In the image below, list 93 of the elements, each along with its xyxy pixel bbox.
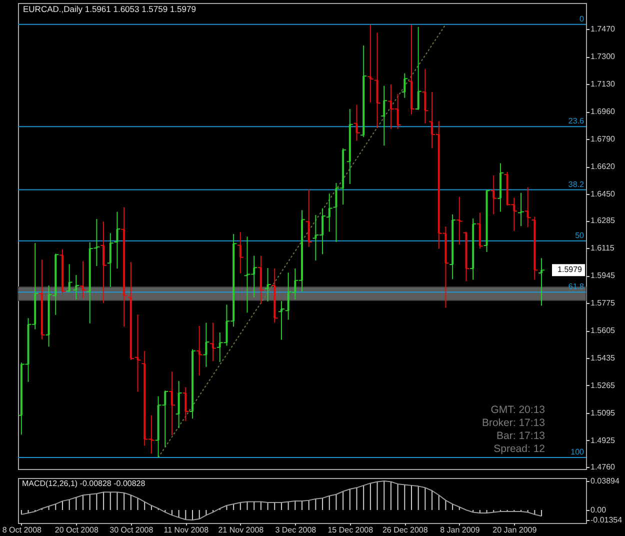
candlestick — [524, 186, 532, 228]
candlestick — [462, 231, 470, 282]
candlestick — [120, 206, 128, 328]
candlestick — [210, 322, 217, 362]
candlestick — [134, 314, 142, 392]
candlestick — [366, 24, 374, 104]
annotation: Bar: 17:13 — [496, 430, 546, 442]
x-tick-label: 26 Dec 2008 — [382, 526, 428, 534]
candlestick — [346, 108, 354, 184]
candlestick — [483, 189, 490, 252]
candlestick — [58, 248, 66, 294]
y-tick-label: 1.5435 — [590, 353, 616, 362]
candlestick — [168, 371, 176, 436]
y-tick-label: 0.03894 — [590, 476, 620, 486]
x-tick-label: 30 Oct 2008 — [110, 526, 154, 534]
candlestick — [100, 221, 108, 304]
x-tick-label: 8 Oct 2008 — [2, 526, 42, 534]
annotation: Spread: 12 — [494, 443, 546, 455]
candlestick — [496, 162, 504, 212]
annotation: 50 — [575, 230, 585, 240]
annotation: 38.2 — [568, 180, 585, 189]
candlestick — [414, 26, 422, 110]
annotation: 0 — [580, 14, 585, 24]
y-tick-label: 1.4760 — [590, 462, 616, 472]
candlestick — [470, 218, 477, 280]
annotation: 61.8 — [568, 282, 585, 292]
candlestick — [380, 85, 388, 146]
x-tick-label: 8 Jan 2009 — [440, 526, 480, 534]
candlestick — [106, 232, 114, 288]
candlestick — [456, 196, 463, 246]
line-series — [20, 480, 542, 521]
y-tick-label: 1.6115 — [590, 244, 615, 253]
line-series — [158, 24, 446, 458]
candlestick — [305, 188, 312, 248]
annotation: 100 — [570, 448, 585, 457]
candlestick — [476, 212, 484, 250]
candlestick — [196, 326, 203, 376]
candlestick — [422, 68, 429, 124]
candlestick — [271, 268, 278, 324]
candlestick — [114, 211, 121, 269]
y-tick-label: 1.5265 — [590, 380, 616, 390]
y-tick-label: 1.5095 — [590, 408, 616, 418]
candlestick — [202, 322, 210, 368]
y-tick-label: 1.7300 — [590, 52, 616, 62]
annotation: 1.5979 — [558, 265, 583, 274]
annotation: 23.6 — [568, 116, 585, 126]
y-tick-label: -0.01354 — [590, 516, 623, 525]
y-tick-label: 1.6960 — [590, 107, 616, 116]
y-tick-label: 1.5945 — [590, 271, 616, 280]
annotation: Broker: 17:13 — [482, 417, 546, 429]
candlestick — [52, 253, 60, 316]
x-tick-label: 20 Oct 2008 — [54, 526, 100, 534]
x-tick-label: 3 Dec 2008 — [275, 526, 317, 534]
candlestick — [538, 258, 546, 306]
candlestick — [490, 174, 498, 215]
candlestick — [326, 193, 333, 232]
candlestick — [72, 274, 80, 300]
candlestick — [278, 300, 285, 340]
candlestick — [38, 259, 46, 340]
candlestick — [449, 214, 456, 280]
x-tick-label: 15 Dec 2008 — [328, 526, 374, 534]
candlestick — [408, 24, 415, 115]
y-tick-label: 0.00 — [590, 505, 607, 514]
y-tick-label: 1.7470 — [590, 24, 616, 34]
y-tick-label: 1.7130 — [590, 80, 616, 89]
y-tick-label: 1.6620 — [590, 162, 616, 172]
y-tick-label: 1.4925 — [590, 436, 616, 445]
candlestick — [531, 216, 538, 280]
x-tick-label: 21 Nov 2008 — [218, 526, 264, 534]
y-tick-label: 1.5605 — [590, 326, 616, 336]
y-tick-label: 1.6450 — [590, 189, 616, 198]
candlestick — [401, 72, 408, 98]
x-tick-label: 20 Jan 2009 — [492, 526, 538, 534]
candlestick — [374, 32, 381, 129]
annotation: GMT: 20:13 — [490, 404, 546, 416]
y-tick-label: 1.6285 — [590, 216, 616, 226]
candlestick — [175, 380, 182, 429]
candlestick — [45, 284, 52, 348]
candlestick — [80, 260, 87, 299]
candlestick — [257, 255, 264, 304]
chart-title: MACD(12,26,1) -0.00828 -0.00828 — [22, 479, 146, 488]
candlestick — [264, 267, 272, 302]
x-tick-label: 11 Nov 2008 — [164, 526, 210, 534]
candlestick — [353, 104, 360, 142]
candlestick — [66, 264, 73, 294]
chart-title: EURCAD.,Daily 1.5961 1.6053 1.5759 1.5979 — [23, 4, 196, 14]
y-tick-label: 1.6790 — [590, 134, 616, 144]
candlestick — [127, 262, 134, 361]
candlestick — [236, 232, 244, 274]
candlestick — [360, 44, 368, 138]
candlestick — [182, 386, 190, 422]
candlestick — [517, 192, 524, 227]
y-tick-label: 1.5775 — [590, 298, 616, 308]
